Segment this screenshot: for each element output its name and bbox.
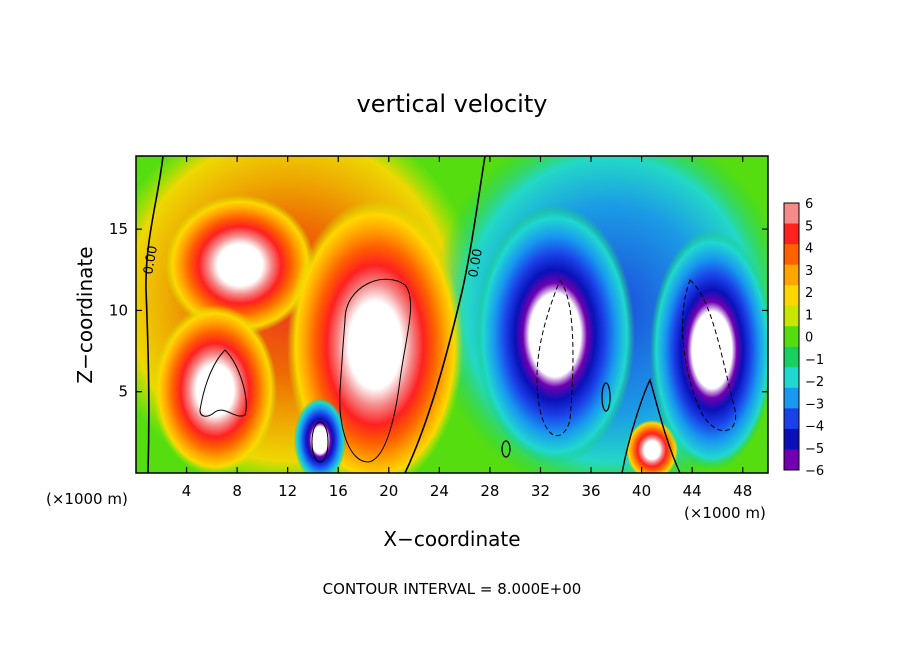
x-tick-label: 32 (531, 482, 550, 500)
contour-label: 0.00 (466, 248, 486, 279)
colorbar-swatch (784, 244, 799, 266)
x-tick-label: 20 (379, 482, 398, 500)
contour-label: 0.00 (141, 245, 161, 276)
x-axis: 4 8 12 16 20 24 28 32 36 40 44 48 (182, 156, 752, 500)
colorbar-swatch (784, 387, 799, 409)
chart-title: vertical velocity (357, 90, 548, 118)
colorbar-swatch (784, 408, 799, 430)
colorbar-tick-label: −4 (805, 420, 824, 435)
y-tick-label: 10 (109, 301, 128, 319)
plot-area: 0.00 0.00 (136, 156, 768, 473)
x-tick-label: 28 (480, 482, 499, 500)
x-tick-label: 16 (329, 482, 348, 500)
colorbar-tick-label: 0 (805, 331, 813, 346)
x-tick-label: 8 (232, 482, 242, 500)
colorbar-frame (783, 202, 800, 471)
positive-contour-central (339, 278, 412, 463)
x-tick-label: 36 (581, 482, 600, 500)
x-unit-right: (×1000 m) (684, 504, 766, 522)
colorbar: 6 5 4 3 2 1 0 −1 −2 −3 −4 −5 −6 (783, 197, 824, 479)
colorbar-swatch (784, 428, 799, 450)
colorbar-swatch (784, 326, 799, 348)
colorbar-swatch (784, 285, 799, 307)
colorbar-swatch (784, 264, 799, 286)
colorbar-tick-label: 1 (805, 308, 813, 323)
negative-contour-far-right (682, 279, 737, 432)
contour-interval-note: CONTOUR INTERVAL = 8.000E+00 (323, 580, 582, 598)
y-axis: 5 10 15 (109, 220, 768, 401)
x-axis-label: X−coordinate (383, 527, 520, 551)
colorbar-tick-label: 2 (805, 286, 813, 301)
colorbar-swatch (784, 367, 799, 389)
colorbar-tick-label: 3 (805, 264, 813, 279)
zero-contour-mid (404, 156, 486, 473)
x-unit-left: (×1000 m) (46, 490, 128, 508)
colorbar-swatch (784, 203, 799, 225)
x-tick-label: 24 (430, 482, 449, 500)
y-tick-label: 5 (118, 383, 128, 401)
updraft-lower-left (153, 305, 277, 473)
zero-contour-left (145, 156, 164, 473)
colorbar-swatch (784, 305, 799, 327)
x-tick-label: 12 (278, 482, 297, 500)
downdraft-far-right (650, 230, 768, 470)
colorbar-tick-label: −3 (805, 397, 824, 412)
zero-contour-right (621, 378, 681, 473)
updraft-upper-left (165, 195, 315, 335)
x-tick-label: 4 (182, 482, 192, 500)
colorbar-tick-label: −5 (805, 442, 824, 457)
colorbar-tick-label: −6 (805, 464, 824, 479)
small-contour-x29 (501, 440, 511, 458)
colorbar-tick-label: −2 (805, 375, 824, 390)
y-axis-label: Z−coordinate (73, 246, 97, 383)
plot-frame (135, 155, 769, 474)
x-tick-label: 44 (683, 482, 702, 500)
x-tick-label: 48 (733, 482, 752, 500)
downdraft-small-left (294, 398, 346, 473)
negative-contour-center-right (536, 278, 574, 437)
downdraft-center-right (475, 205, 635, 465)
small-contour-x37 (601, 382, 611, 412)
positive-contour-left (199, 349, 247, 417)
colorbar-tick-label: 4 (805, 242, 813, 257)
x-tick-label: 40 (632, 482, 651, 500)
colorbar-tick-label: 5 (805, 219, 813, 234)
negative-contour-small-left (311, 421, 329, 463)
colorbar-swatch (784, 449, 799, 471)
colorbar-swatch (784, 223, 799, 245)
y-tick-label: 15 (109, 220, 128, 238)
colorbar-swatch (784, 346, 799, 368)
colorbar-tick-label: −1 (805, 353, 824, 368)
colorbar-tick-label: 6 (805, 197, 813, 212)
